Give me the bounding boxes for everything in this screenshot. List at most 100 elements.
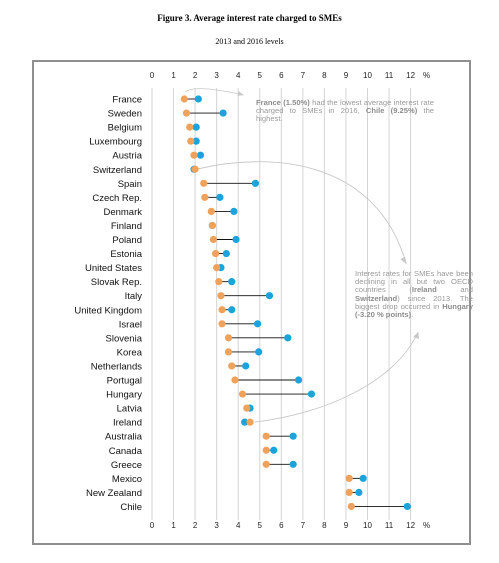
x-tick-bottom-7: 7 [301,521,306,530]
x-tick-top-12: 12 [406,71,415,80]
point-2013-spain [251,179,260,187]
point-2013-belgium [192,123,200,131]
point-2013-ireland [241,418,249,426]
point-2013-france [194,95,202,103]
annotation-declining-text-4: ) since 2013. The biggest drop occurred … [355,293,473,311]
category-label-slovak-rep: Slovak Rep. [91,277,142,288]
point-2016-canada [262,446,270,454]
annotation-declining-text-3: Switzerland [355,293,398,303]
point-2016-united-kingdom [218,306,226,314]
point-2013-slovenia [284,334,292,342]
figure-subtitle: 2013 and 2016 levels [215,37,284,46]
category-label-slovenia: Slovenia [106,333,143,344]
category-label-united-kingdom: United Kingdom [74,305,142,316]
point-2013-denmark [230,207,238,215]
category-label-chile: Chile [120,502,142,513]
category-label-israel: Israel [119,319,142,330]
annotation-declining-text-1: Ireland [411,285,437,295]
x-tick-bottom-3: 3 [214,521,219,530]
category-label-czech-rep: Czech Rep. [92,193,142,204]
point-2016-new-zealand [345,488,353,496]
point-2016-switzerland [191,165,199,173]
x-tick-top-1: 1 [171,71,176,80]
x-tick-bottom-0: 0 [150,521,155,530]
point-2016-denmark [207,207,215,215]
point-2016-italy [217,292,225,300]
category-label-italy: Italy [125,291,143,302]
point-2013-canada [270,446,278,454]
x-tick-top-8: 8 [322,71,327,80]
category-label-switzerland: Switzerland [93,165,142,176]
category-label-new-zealand: New Zealand [86,488,142,499]
category-label-sweden: Sweden [108,109,142,120]
category-label-france: France [112,95,142,106]
point-2016-united-states [213,264,221,272]
point-2013-israel [253,320,262,328]
category-label-austria: Austria [112,151,142,162]
annotation-france: France (1.50%) had the lowest average in… [256,98,434,124]
annotation-france-text-1: had the lowest average interest rate cha… [256,98,434,116]
point-2013-slovak-rep [228,278,236,286]
point-2016-france [180,95,188,103]
leader-ireland-arrowhead [413,332,420,339]
point-2016-austria [190,151,198,159]
point-2016-sweden [182,109,191,117]
point-2013-hungary [307,390,316,398]
category-label-korea: Korea [117,347,143,358]
point-2016-ireland [246,418,254,426]
category-label-denmark: Denmark [103,207,142,218]
x-tick-bottom-9: 9 [344,521,349,530]
point-2013-portugal [294,376,303,384]
annotation-declining-text-5: Hungary (-3.20 % points) [355,301,473,320]
point-2016-chile [347,502,355,511]
x-tick-bottom-10: 10 [363,521,372,530]
x-tick-bottom-1: 1 [171,521,176,530]
x-tick-top-5: 5 [258,71,263,80]
point-2016-finland [208,221,216,230]
dot-chart: 00112233445566778899101011111212%%France… [74,71,430,530]
x-tick-top-6: 6 [279,71,284,80]
x-tick-top-2: 2 [193,71,198,80]
point-2016-mexico [345,474,353,482]
x-tick-top-10: 10 [363,71,372,80]
point-2016-spain [200,179,208,187]
x-tick-top-7: 7 [301,71,306,80]
category-label-portugal: Portugal [107,376,142,387]
point-2016-slovenia [224,334,233,342]
x-tick-top-4: 4 [236,71,241,80]
x-tick-bottom-5: 5 [258,521,263,530]
category-label-mexico: Mexico [112,474,142,485]
annotation-france-text-2: Chile (9.25%) [365,106,418,116]
point-2013-italy [265,292,274,300]
point-2013-sweden [219,109,227,117]
annotation-declining: Interest rates for SMEs have been declin… [355,269,474,320]
x-unit-bottom: % [423,521,430,530]
x-tick-top-3: 3 [214,71,219,80]
annotation-declining-text-0: Interest rates for SMEs have been declin… [355,269,473,295]
figure-title: Figure 3. Average interest rate charged … [157,13,342,23]
chart-frame: 0 0 1 1 2 2 3 3 4 4 5 5 6 6 7 7 8 8 9 9 10 10 11 11 12 12%% France… [32,60,474,545]
category-label-estonia: Estonia [110,249,142,260]
category-label-hungary: Hungary [106,390,142,401]
point-2013-austria [196,151,205,159]
point-2016-hungary [238,390,247,398]
leader-france [185,88,244,96]
point-2013-netherlands [242,362,250,370]
category-label-luxembourg: Luxembourg [89,137,142,148]
annotation-declining-text-2: and [436,285,474,295]
category-label-latvia: Latvia [117,404,143,415]
point-2016-slovak-rep [215,278,223,286]
leader-switzerland [196,161,407,265]
x-tick-bottom-6: 6 [279,521,284,530]
category-label-belgium: Belgium [108,123,142,134]
point-2013-chile [403,502,411,511]
x-tick-top-0: 0 [150,71,155,80]
point-2016-israel [218,320,226,328]
point-2013-korea [255,348,263,356]
point-2013-estonia [222,249,230,258]
point-2016-korea [224,348,233,356]
leader-france-arrowhead [237,91,244,96]
point-2013-poland [232,235,240,244]
x-tick-bottom-12: 12 [406,521,415,530]
point-2016-poland [209,235,218,244]
